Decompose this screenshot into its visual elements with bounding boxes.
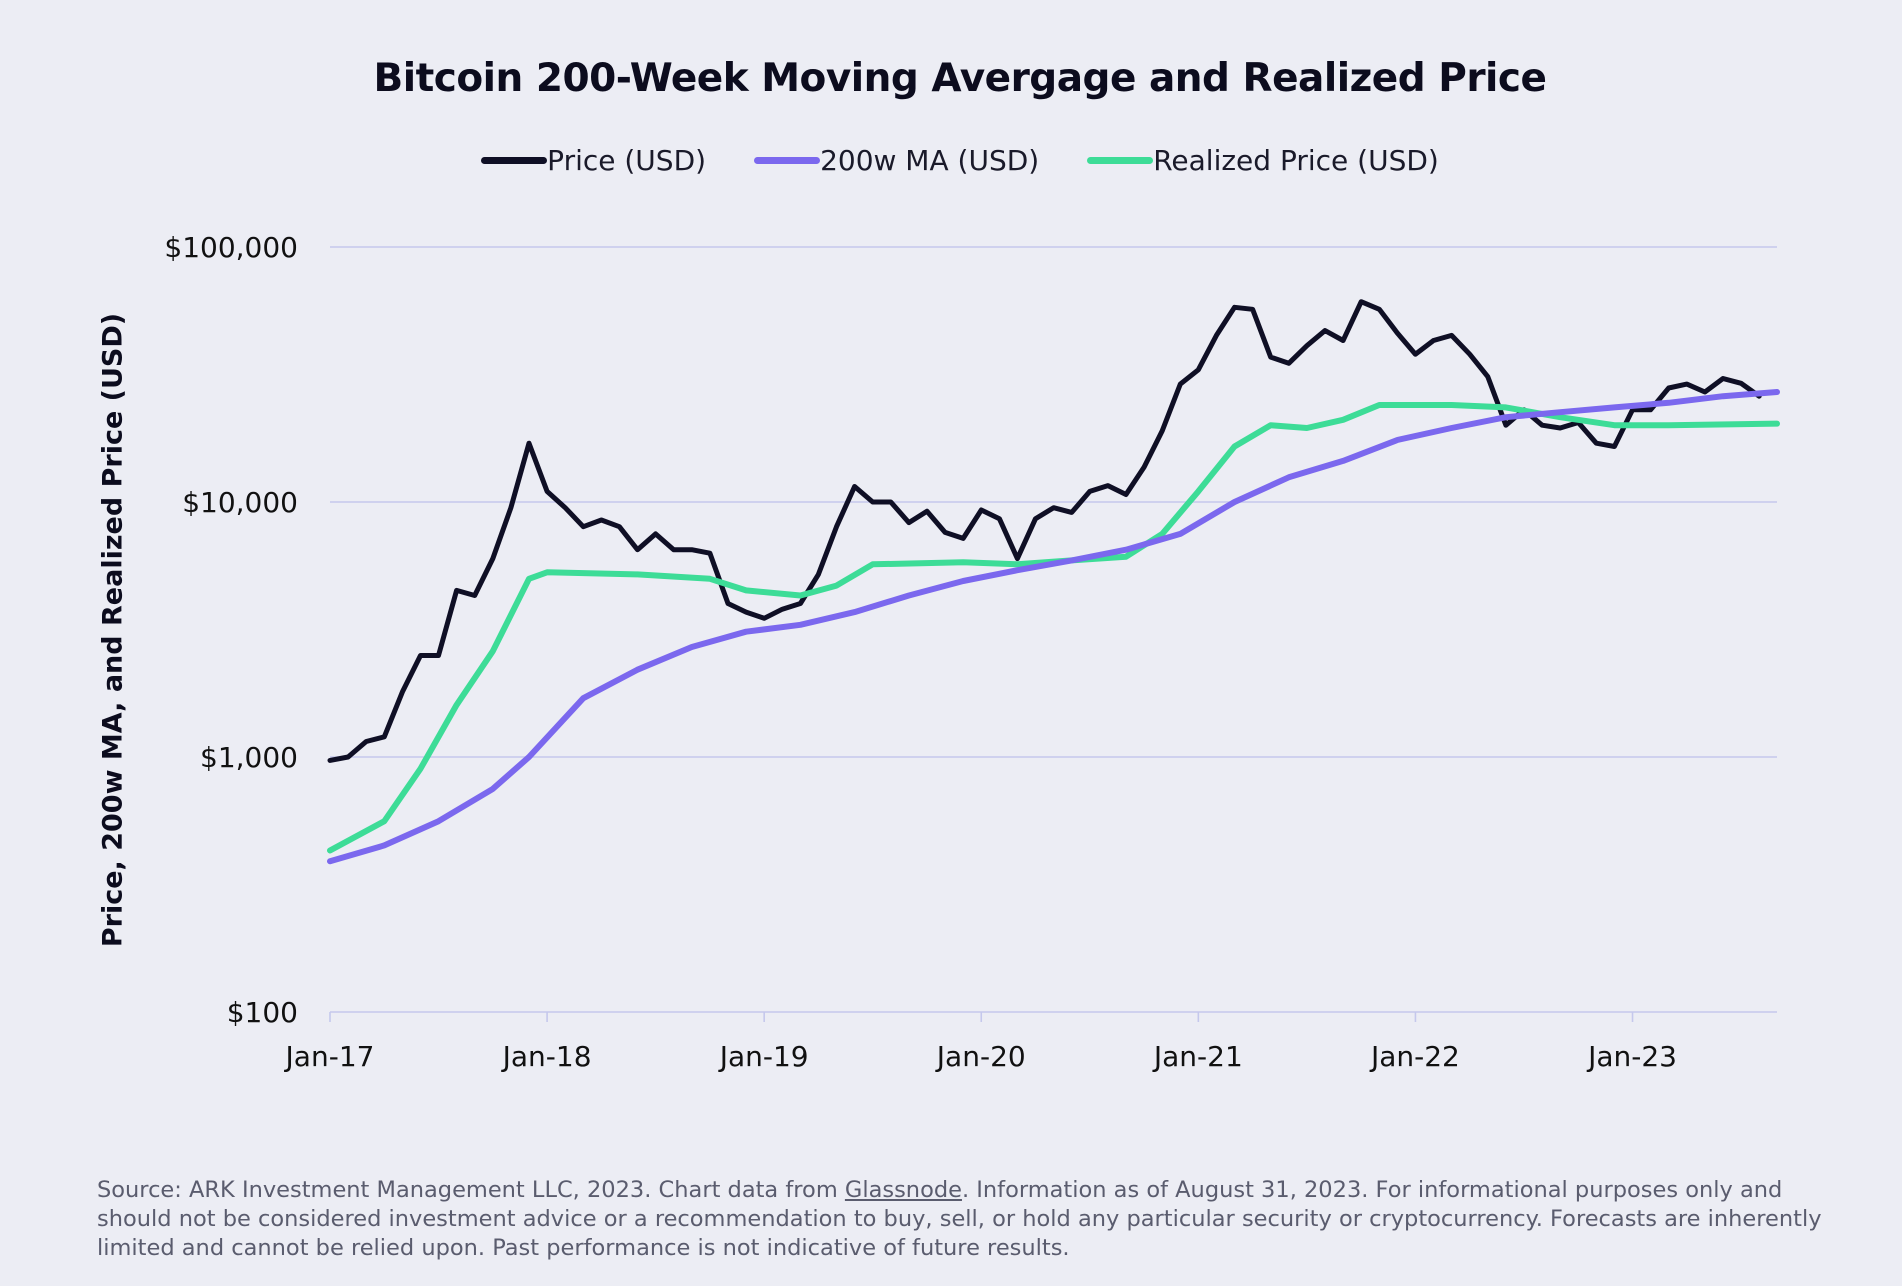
- legend-label-200w-ma: 200w MA (USD): [820, 144, 1040, 177]
- legend-swatch-price: [481, 157, 548, 164]
- legend: Price (USD) 200w MA (USD) Realized Price…: [0, 144, 1902, 177]
- legend-swatch-realized-price: [1087, 157, 1154, 164]
- legend-swatch-200w-ma: [754, 157, 821, 164]
- x-tick-label: Jan-22: [1369, 1040, 1460, 1073]
- series-line-realized-price-usd: [327, 402, 1780, 854]
- x-tick-label: Jan-21: [1152, 1040, 1243, 1073]
- legend-item-200w-ma: 200w MA (USD): [754, 144, 1039, 177]
- glassnode-link[interactable]: Glassnode: [844, 1177, 962, 1203]
- x-tick-label: Jan-23: [1586, 1040, 1677, 1073]
- x-tick-label: Jan-20: [935, 1040, 1026, 1073]
- legend-item-realized-price: Realized Price (USD): [1087, 144, 1439, 177]
- x-tick-label: Jan-19: [718, 1040, 809, 1073]
- legend-label-price: Price (USD): [547, 144, 707, 177]
- footnote-text-end: . Information as of August 31, 2023. For…: [97, 1177, 1822, 1261]
- y-tick-label: $10,000: [182, 486, 298, 519]
- y-tick-label: $100,000: [164, 231, 298, 264]
- y-tick-label: $1,000: [200, 741, 298, 774]
- legend-item-price: Price (USD): [481, 144, 706, 177]
- y-tick-label: $100: [227, 996, 298, 1029]
- y-axis-label: Price, 200w MA, and Realized Price (USD): [97, 312, 129, 948]
- footnote-text-start: Source: ARK Investment Management LLC, 2…: [97, 1177, 845, 1203]
- x-tick-label: Jan-17: [284, 1040, 375, 1073]
- chart-title: Bitcoin 200-Week Moving Avergage and Rea…: [373, 56, 1548, 101]
- legend-label-realized-price: Realized Price (USD): [1153, 144, 1439, 177]
- series-line-200w-ma-usd: [327, 389, 1780, 865]
- x-tick-label: Jan-18: [501, 1040, 592, 1073]
- source-footnote: Source: ARK Investment Management LLC, 2…: [97, 1176, 1837, 1263]
- series-line-price-usd: [327, 299, 1762, 763]
